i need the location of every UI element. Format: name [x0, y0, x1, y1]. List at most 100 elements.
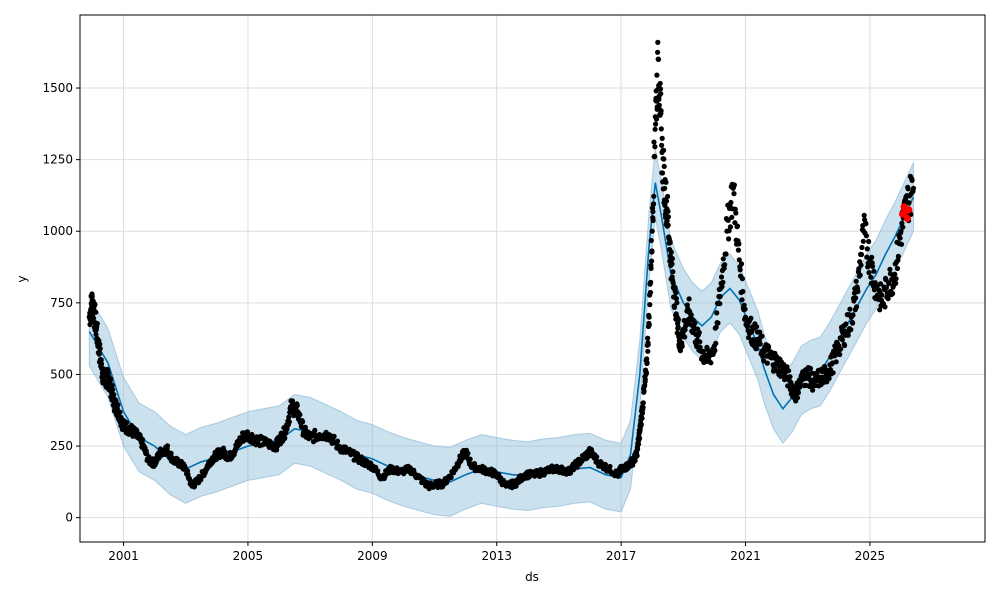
observed-point	[651, 139, 657, 145]
observed-point	[895, 253, 902, 259]
observed-point	[659, 135, 665, 141]
observed-point	[843, 321, 849, 327]
observed-point	[713, 324, 719, 330]
observed-point	[649, 248, 655, 254]
observed-point	[655, 39, 661, 46]
observed-point	[893, 276, 899, 282]
observed-point	[795, 390, 802, 396]
observed-point	[682, 334, 688, 340]
observed-point	[729, 214, 735, 220]
observed-point	[640, 404, 646, 410]
observed-point	[115, 402, 121, 408]
observed-point	[838, 346, 844, 352]
observed-point	[859, 244, 865, 251]
observed-point	[98, 361, 105, 367]
observed-point	[670, 269, 676, 275]
observed-point	[733, 210, 739, 216]
observed-point	[720, 256, 726, 262]
observed-point	[717, 293, 723, 300]
observed-point	[842, 342, 848, 349]
observed-point	[672, 285, 678, 291]
observed-point	[882, 304, 888, 310]
observed-point	[652, 126, 658, 132]
observed-point	[282, 435, 288, 441]
x-tick-label: 2021	[730, 549, 761, 563]
observed-point	[738, 261, 745, 267]
observed-point	[96, 351, 102, 357]
observed-point	[855, 288, 861, 295]
observed-point	[746, 335, 752, 341]
observed-point	[906, 200, 912, 206]
observed-point	[677, 348, 684, 354]
observed-point	[787, 374, 793, 380]
observed-point	[652, 144, 658, 150]
observed-point	[674, 300, 680, 306]
observed-point	[222, 449, 228, 455]
observed-point	[900, 224, 906, 230]
observed-point	[91, 315, 97, 321]
observed-point	[883, 285, 890, 291]
observed-point	[850, 312, 856, 318]
observed-point	[731, 191, 737, 197]
observed-point	[895, 257, 901, 263]
observed-point	[833, 359, 839, 365]
observed-point	[826, 375, 832, 382]
observed-point	[741, 302, 747, 308]
observed-point	[858, 251, 865, 258]
observed-point	[652, 153, 658, 160]
observed-point	[638, 421, 644, 427]
observed-point	[893, 280, 899, 286]
observed-point	[858, 262, 864, 268]
observed-point	[334, 438, 341, 444]
observed-point	[857, 272, 863, 278]
observed-point	[658, 91, 664, 97]
observed-point	[168, 450, 174, 456]
observed-point	[594, 454, 600, 460]
observed-point	[668, 249, 674, 255]
uncertainty-band-layer	[88, 148, 914, 517]
observed-point	[94, 321, 100, 327]
observed-point	[697, 339, 703, 345]
observed-point	[665, 214, 672, 220]
observed-point	[845, 332, 851, 338]
x-axis-title: ds	[525, 570, 539, 584]
observed-point	[662, 185, 668, 191]
observed-point	[764, 360, 770, 366]
observed-point	[675, 324, 681, 330]
observed-point	[719, 284, 725, 290]
observed-point	[879, 292, 885, 298]
observed-point	[734, 223, 741, 229]
observed-point	[794, 395, 801, 401]
observed-point	[124, 420, 130, 426]
observed-point	[810, 387, 816, 393]
observed-point	[737, 267, 743, 273]
observed-point	[878, 281, 884, 287]
observed-point	[866, 238, 872, 245]
observed-point	[723, 251, 729, 257]
observed-point	[861, 212, 867, 218]
observed-point	[869, 254, 875, 260]
y-tick-label: 250	[50, 439, 73, 453]
observed-point	[864, 246, 870, 252]
x-tick-label: 2013	[481, 549, 512, 563]
observed-point	[692, 320, 698, 326]
observed-point	[637, 435, 643, 441]
observed-point	[283, 430, 289, 436]
observed-point	[642, 377, 648, 383]
observed-point	[655, 56, 662, 63]
observed-point	[732, 206, 738, 212]
observed-point	[98, 357, 104, 363]
observed-point	[93, 331, 99, 338]
x-tick-label: 2009	[357, 549, 388, 563]
observed-point	[669, 256, 676, 262]
observed-point	[739, 276, 746, 282]
uncertainty-band	[88, 148, 914, 517]
observed-point	[665, 193, 671, 200]
observed-point	[312, 427, 318, 433]
observed-point	[726, 236, 732, 242]
y-tick-label: 1500	[42, 81, 73, 95]
observed-point	[297, 412, 303, 418]
x-tick-label: 2001	[108, 549, 139, 563]
observed-point	[686, 296, 692, 302]
